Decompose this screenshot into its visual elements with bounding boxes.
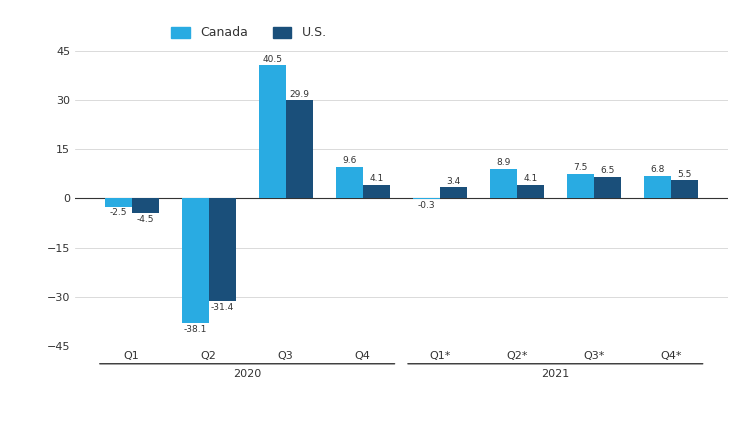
Bar	[671, 180, 698, 198]
Text: 6.5: 6.5	[600, 166, 614, 176]
Text: -4.5: -4.5	[136, 215, 154, 224]
Bar	[594, 177, 621, 198]
Text: 4.1: 4.1	[524, 174, 538, 183]
Bar	[567, 174, 594, 198]
Bar	[440, 187, 466, 198]
Text: 29.9: 29.9	[290, 89, 309, 99]
Text: 6.8: 6.8	[650, 165, 664, 174]
Bar	[131, 198, 158, 213]
Text: 2021: 2021	[542, 369, 569, 379]
Bar	[286, 100, 313, 198]
Text: 7.5: 7.5	[573, 163, 587, 172]
Bar	[490, 169, 517, 198]
Legend: Canada, U.S.: Canada, U.S.	[166, 22, 332, 44]
Text: 9.6: 9.6	[342, 156, 356, 165]
Text: -38.1: -38.1	[184, 325, 207, 334]
Text: 2020: 2020	[233, 369, 261, 379]
Text: 8.9: 8.9	[496, 159, 511, 168]
Text: 3.4: 3.4	[446, 176, 460, 186]
Bar	[105, 198, 131, 206]
Bar	[413, 198, 440, 199]
Bar	[517, 185, 544, 198]
Text: 40.5: 40.5	[262, 55, 282, 64]
Text: -0.3: -0.3	[418, 201, 435, 210]
Text: -31.4: -31.4	[211, 303, 234, 312]
Bar	[336, 167, 363, 198]
Bar	[209, 198, 236, 301]
Bar	[182, 198, 209, 323]
Text: -2.5: -2.5	[110, 208, 127, 217]
Bar	[644, 176, 671, 198]
Bar	[259, 65, 286, 198]
Bar	[363, 185, 390, 198]
Text: 5.5: 5.5	[677, 170, 692, 179]
Text: 4.1: 4.1	[369, 174, 383, 183]
